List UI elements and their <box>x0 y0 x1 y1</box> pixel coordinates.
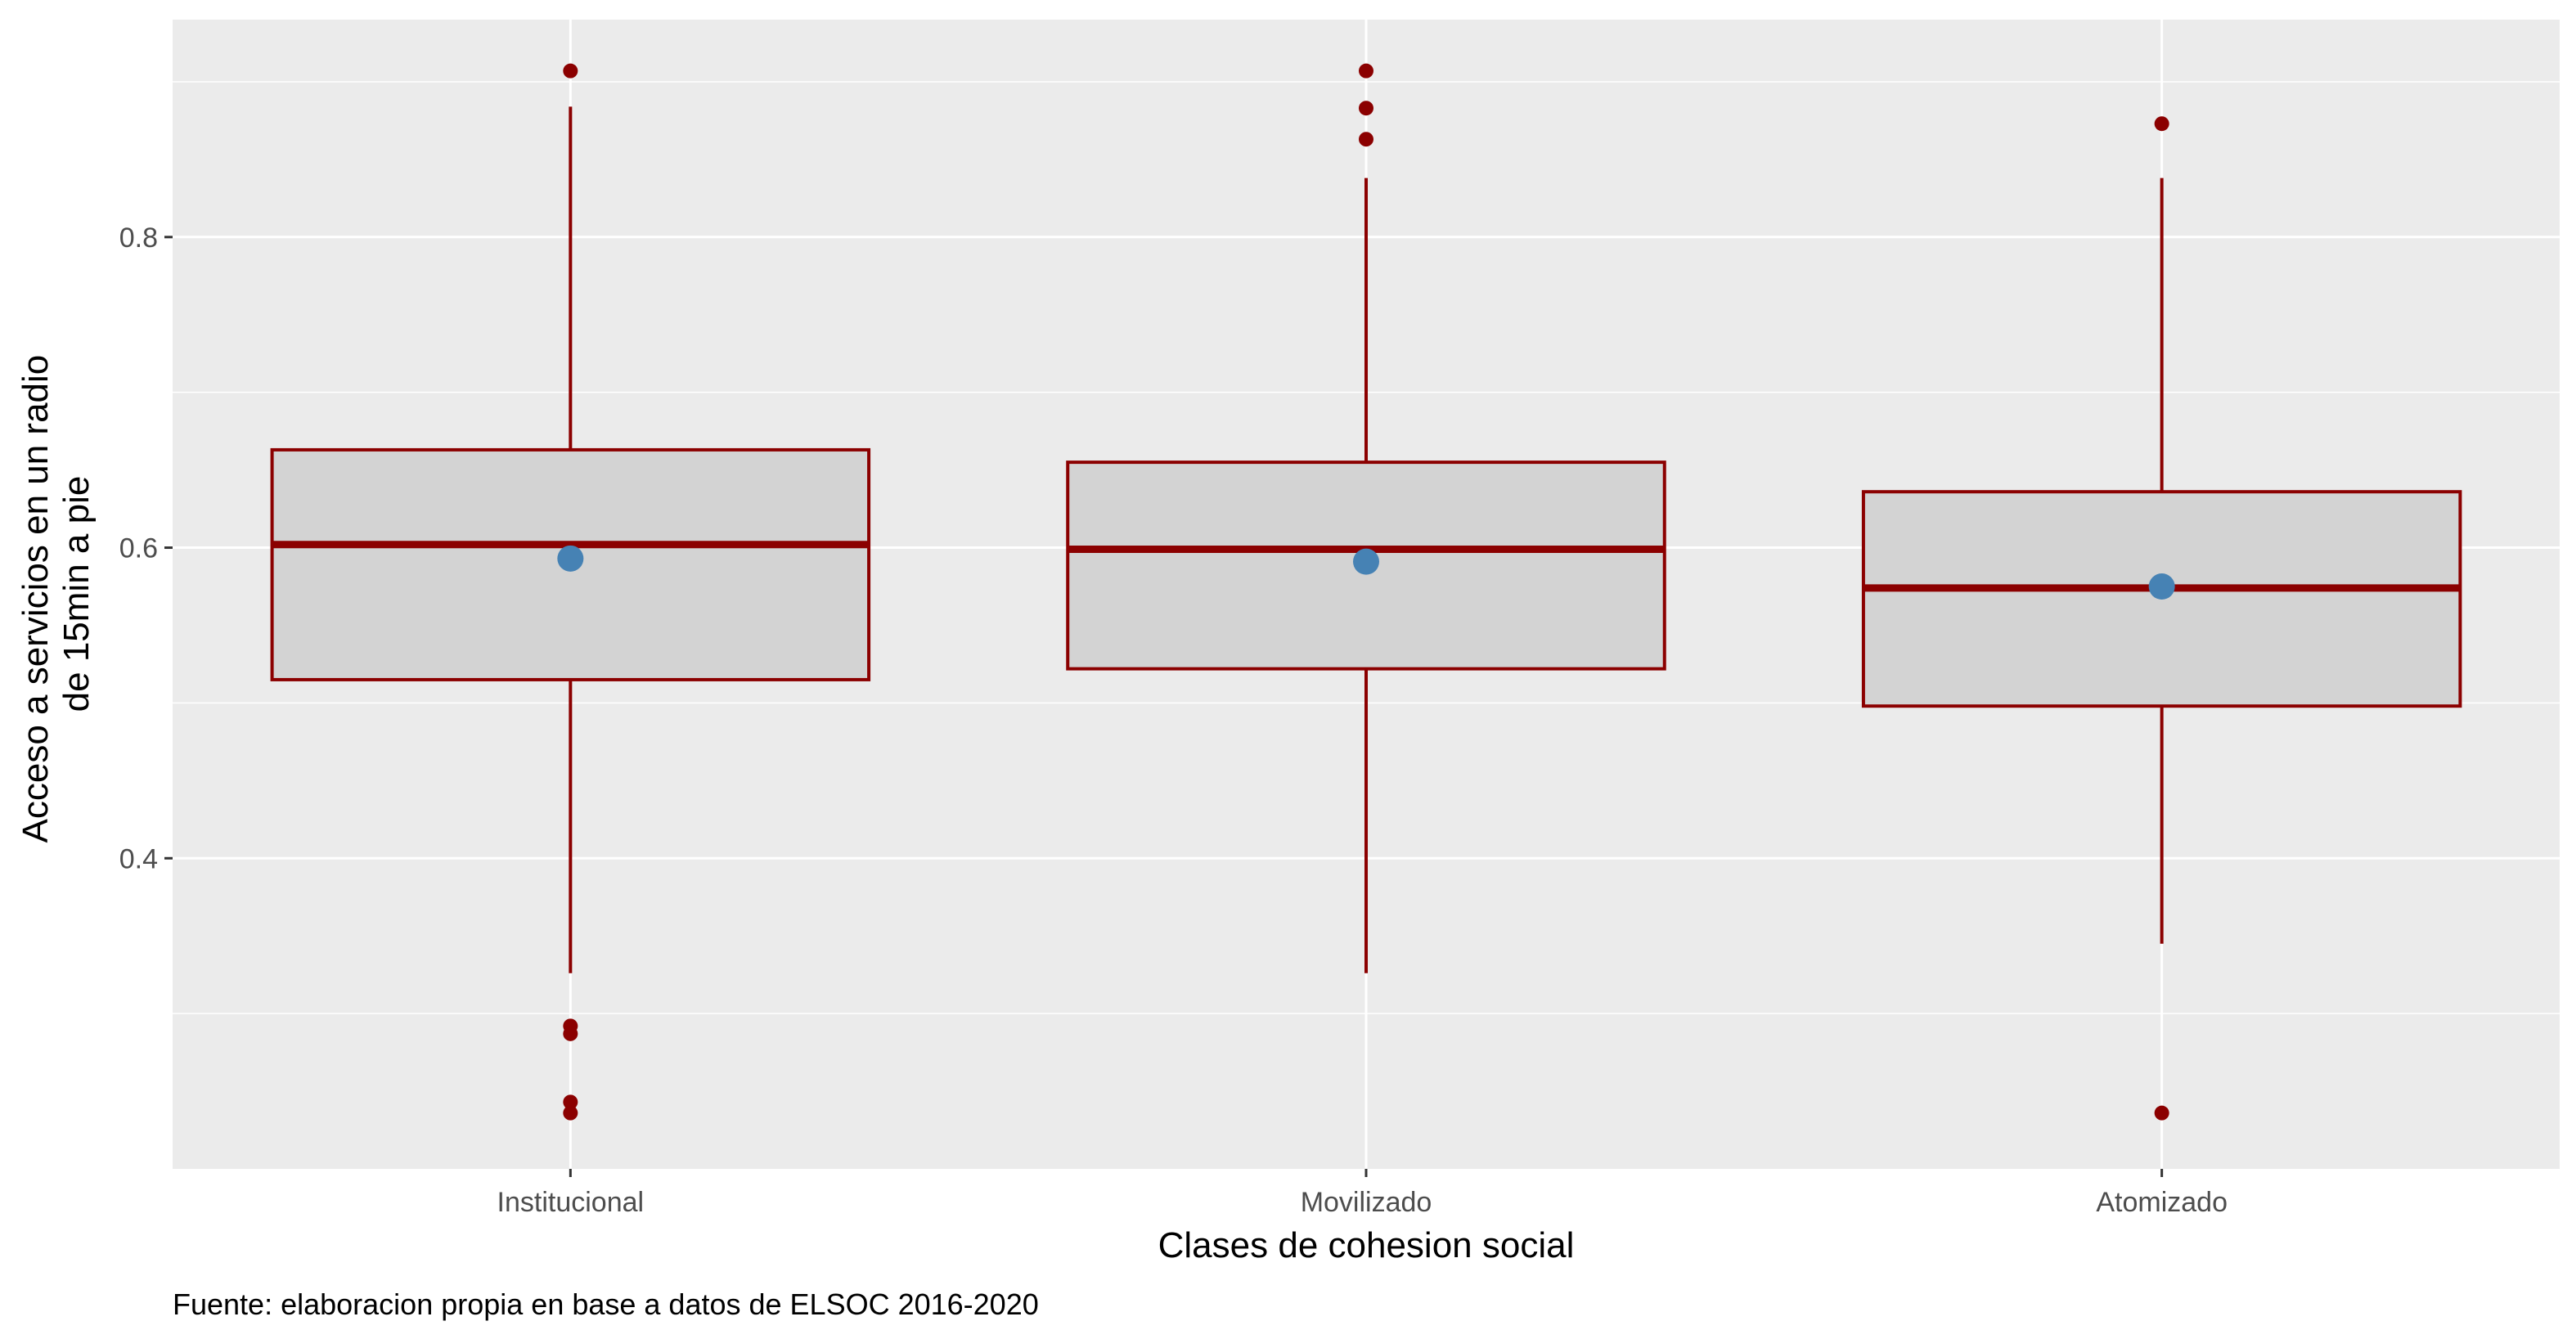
x-axis-title: Clases de cohesion social <box>1158 1225 1575 1265</box>
x-tick-label: Movilizado <box>1301 1187 1432 1218</box>
x-tick-label: Atomizado <box>2096 1187 2228 1218</box>
y-tick-label: 0.4 <box>119 843 158 874</box>
outlier-point <box>1359 132 1373 147</box>
outlier-point <box>563 1026 578 1041</box>
outlier-point <box>563 1105 578 1121</box>
mean-point <box>1353 548 1379 575</box>
y-tick-label: 0.8 <box>119 222 158 254</box>
boxes-layer <box>270 63 2462 1121</box>
outlier-point <box>563 63 578 79</box>
outlier-point <box>1359 101 1373 116</box>
mean-point <box>557 545 584 572</box>
outlier-point <box>1359 63 1373 79</box>
y-axis-title-line-1: Acceso a servicios en un radio <box>16 355 56 843</box>
outlier-point <box>563 1094 578 1110</box>
x-axis-ticks: Institucional Movilizado Atomizado <box>497 1169 2228 1218</box>
box-movilizado <box>1066 63 1666 973</box>
box-atomizado <box>1861 116 2462 1121</box>
y-axis-ticks: 0.4 0.6 0.8 <box>119 222 173 874</box>
mean-point <box>2148 573 2175 600</box>
caption: Fuente: elaboracion propia en base a dat… <box>173 1287 1039 1321</box>
y-tick-label: 0.6 <box>119 533 158 564</box>
outlier-point <box>2154 116 2169 132</box>
outlier-point <box>2154 1105 2169 1121</box>
y-axis-title-line-2: de 15min a pie <box>56 476 97 712</box>
x-tick-label: Institucional <box>497 1187 645 1218</box>
y-axis-title: Acceso a servicios en un radio de 15min … <box>16 345 97 843</box>
box-institucional <box>270 63 871 1121</box>
